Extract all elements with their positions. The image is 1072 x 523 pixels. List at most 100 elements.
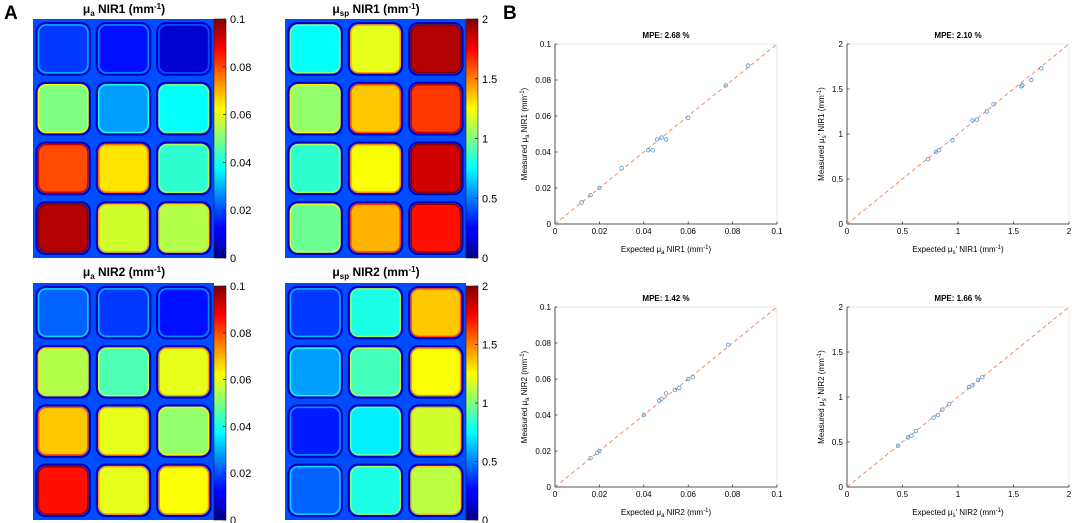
phantom-well: [158, 24, 210, 74]
x-tick-label: 0.08: [725, 490, 741, 499]
well-edge: [35, 21, 91, 76]
data-point: [974, 117, 980, 122]
y-tick-label: 0.02: [535, 184, 551, 193]
data-point: [936, 147, 942, 153]
data-point: [641, 412, 646, 418]
panel-label-b: B: [503, 3, 517, 24]
phantom-well: [37, 288, 89, 338]
scatter-plot: MPE: 2.68 % Expected μa NIR1 (mm-1) Meas…: [520, 31, 783, 256]
map-title: μsp NIR2 (mm-1): [332, 265, 419, 281]
phantom-well: [98, 347, 149, 397]
data-point: [745, 63, 751, 68]
x-tick-label: 1: [956, 227, 961, 236]
x-tick-label: 0.06: [680, 490, 696, 499]
phantom-well: [410, 24, 462, 74]
y-tick-label: 0.08: [535, 76, 551, 85]
well-edge: [287, 21, 343, 76]
well-edge: [287, 345, 343, 399]
phantom-well: [410, 83, 462, 134]
phantom-well: [158, 288, 210, 338]
phantom-well: [98, 24, 149, 74]
data-point: [690, 375, 695, 380]
colorbar-tick-label: 0: [230, 253, 236, 265]
x-tick-label: 0.02: [592, 227, 608, 236]
well-edge: [95, 345, 152, 399]
scatter-plot: MPE: 1.42 % Expected μa NIR2 (mm-1) Meas…: [520, 294, 783, 519]
identity-line: [846, 306, 1070, 488]
x-tick-label: 2: [1067, 227, 1072, 236]
x-axis-label: Expected μs' NIR2 (mm-1): [912, 508, 1004, 519]
data-point: [1029, 77, 1034, 83]
phantom-well: [289, 406, 341, 456]
data-point: [966, 384, 972, 390]
data-point: [925, 156, 931, 162]
phantom-well: [289, 83, 341, 134]
phantom-well: [158, 406, 210, 456]
well-edge: [287, 201, 343, 256]
colorbar-tick-label: 0.04: [230, 421, 251, 433]
x-tick-label: 0: [553, 490, 558, 499]
phantom-well: [98, 203, 149, 253]
well-edge: [35, 81, 91, 136]
data-point: [659, 396, 664, 401]
identity-line: [554, 306, 778, 488]
data-point: [933, 149, 938, 155]
phantom-well: [158, 203, 210, 253]
data-point: [686, 376, 691, 382]
map-image: [33, 283, 214, 520]
y-tick-label: 0: [839, 483, 844, 492]
colorbar: [213, 18, 227, 259]
y-axis-label: Measured μs' NIR2 (mm-1): [817, 350, 828, 444]
well-edge: [347, 345, 404, 399]
well-edge: [95, 201, 152, 256]
data-point: [597, 185, 602, 191]
y-tick-label: 0: [547, 483, 552, 492]
data-point: [725, 342, 731, 347]
phantom-well: [158, 83, 210, 134]
y-tick-label: 0.04: [535, 148, 551, 157]
colorbar-tick-label: 0.08: [230, 62, 251, 74]
well-edge: [408, 21, 464, 76]
colorbar-tick-label: 0.1: [230, 281, 245, 293]
scatter-plot: MPE: 1.66 % Expected μs' NIR2 (mm-1) Mea…: [817, 294, 1072, 519]
well-edge: [95, 81, 152, 136]
well-edge: [347, 141, 404, 196]
colorbar-tick-label: 1.5: [482, 74, 497, 86]
data-point: [970, 383, 975, 388]
data-point: [1020, 83, 1025, 88]
phantom-well: [289, 143, 341, 194]
phantom-well: [289, 347, 341, 397]
colorbar-tick-label: 0.1: [230, 14, 245, 26]
well-edge: [95, 463, 152, 518]
data-point: [905, 435, 911, 440]
x-tick-label: 0.02: [592, 490, 608, 499]
well-edge: [347, 21, 404, 76]
x-tick-label: 2: [1067, 490, 1072, 499]
identity-line: [554, 43, 778, 225]
well-edge: [408, 81, 464, 136]
well-edge: [35, 404, 91, 458]
colorbar-tick-label: 1: [482, 398, 488, 410]
data-point: [931, 415, 936, 420]
well-edge: [347, 201, 404, 256]
colorbar-tick-label: 0.02: [230, 468, 251, 480]
data-point: [654, 137, 660, 142]
y-tick-label: 0: [547, 220, 552, 229]
well-edge: [287, 285, 343, 340]
data-point: [975, 377, 981, 383]
y-tick-label: 0.06: [535, 375, 551, 384]
well-edge: [156, 285, 212, 340]
x-tick-label: 0: [845, 490, 850, 499]
map-image: [33, 19, 214, 258]
x-tick-label: 1: [956, 490, 961, 499]
well-edge: [347, 463, 404, 518]
data-point: [1019, 84, 1024, 89]
phantom-well: [289, 288, 341, 338]
plot-title: MPE: 1.42 %: [642, 294, 689, 303]
x-tick-label: 0.5: [897, 490, 909, 499]
data-point: [895, 443, 901, 448]
well-edge: [95, 404, 152, 458]
data-point: [588, 192, 593, 198]
well-edge: [287, 81, 343, 136]
